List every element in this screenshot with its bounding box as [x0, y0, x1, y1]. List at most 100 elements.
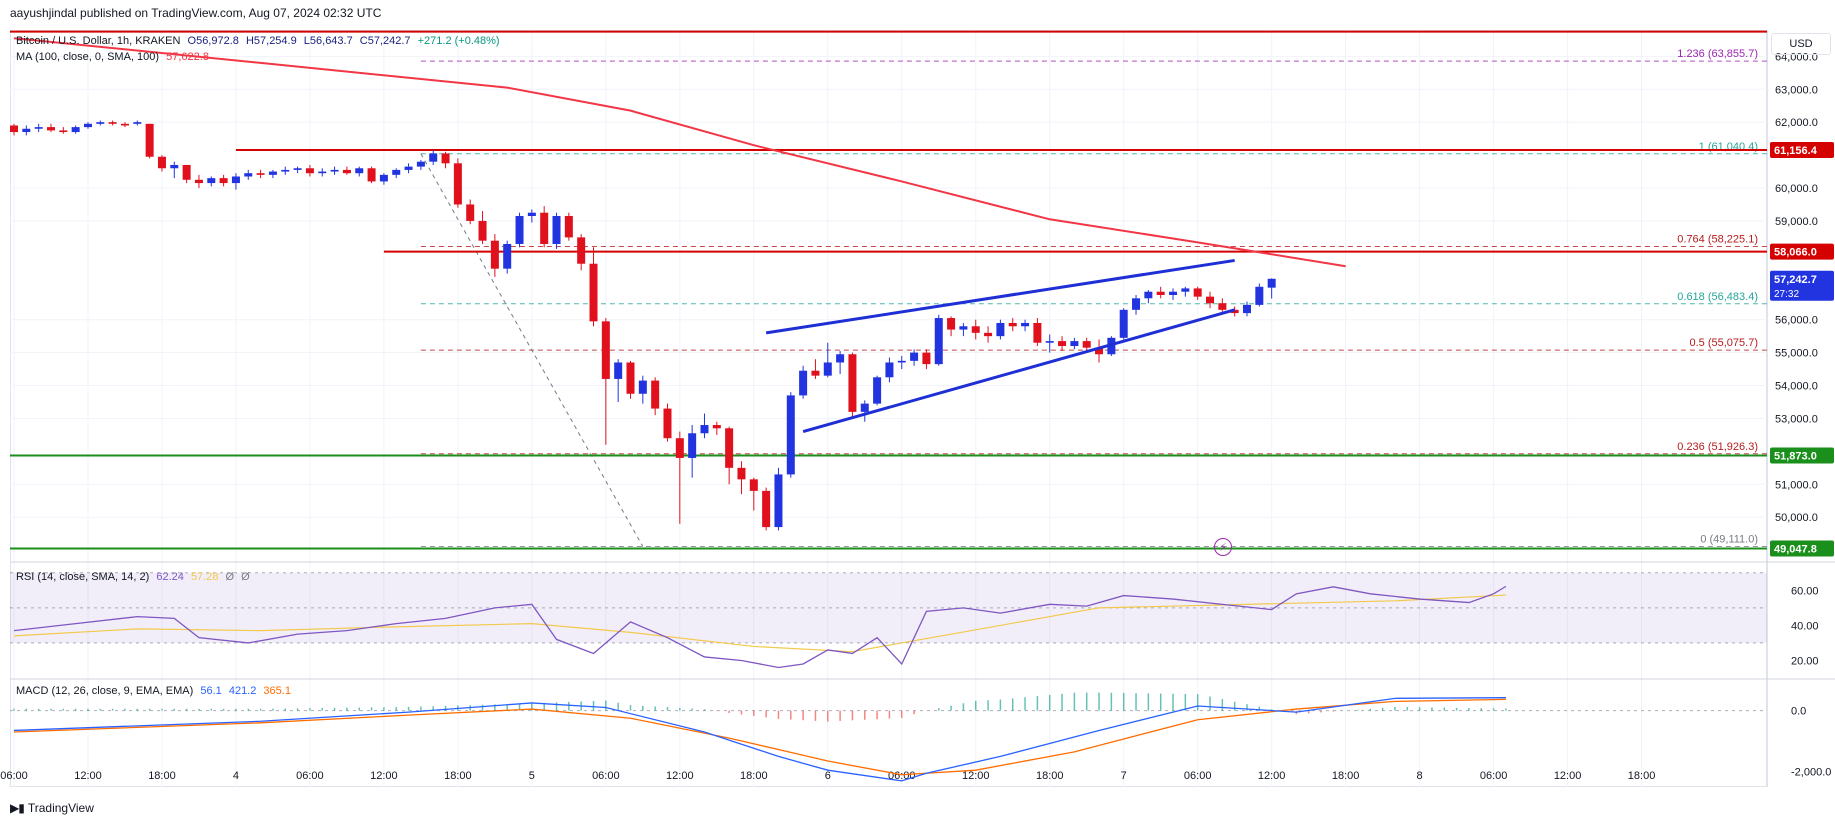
- x-tick-label: 18:00: [444, 770, 472, 782]
- price-axis[interactable]: [1767, 30, 1835, 787]
- candle-body: [836, 354, 845, 363]
- high-value: H57,254.9: [245, 35, 297, 47]
- fib-level-0.5-label: 0.5 (55,075.7): [1690, 337, 1759, 349]
- candle-body: [453, 163, 462, 205]
- flash-icon[interactable]: ⚡: [1214, 538, 1232, 556]
- candle-body: [897, 360, 906, 363]
- fib-level-0.618-label: 0.618 (56,483.4): [1677, 291, 1758, 303]
- candle-body: [96, 122, 105, 124]
- x-tick-label: 18:00: [1036, 770, 1064, 782]
- price-tag-label: 49,047.8: [1774, 544, 1817, 556]
- candle-body: [379, 174, 388, 182]
- price-tag-label: 58,066.0: [1774, 247, 1817, 259]
- currency-button[interactable]: USD: [1771, 33, 1831, 55]
- candle-body: [934, 318, 943, 365]
- candle-body: [1033, 322, 1042, 343]
- candle-body: [145, 123, 154, 157]
- rsi-ma-line: [13, 594, 1506, 653]
- candle-body: [404, 166, 413, 170]
- x-tick-label: 6: [825, 770, 831, 782]
- low-value: L56,643.7: [303, 35, 353, 47]
- plot-frame: [10, 30, 1767, 787]
- candle-body: [466, 204, 475, 221]
- candle-body: [860, 403, 869, 412]
- candle-body: [441, 153, 450, 164]
- ma-label: MA (100, close, 0, SMA, 100): [16, 51, 160, 63]
- macd-label: MACD (12, 26, close, 9, EMA, EMA): [16, 685, 194, 697]
- candle-body: [984, 332, 993, 337]
- candle-body: [120, 123, 129, 126]
- candle-body: [1193, 288, 1202, 297]
- candle-body: [268, 171, 277, 175]
- rsi-zero-1: Ø: [225, 571, 235, 583]
- x-tick-label: 18:00: [1628, 770, 1656, 782]
- x-tick-label: 5: [529, 770, 535, 782]
- candle-body: [256, 173, 265, 175]
- y-tick-label: 50,000.0: [1775, 512, 1818, 524]
- candle-body: [231, 176, 240, 184]
- candle-body: [749, 479, 758, 491]
- candle-body: [293, 168, 302, 170]
- macd-legend: MACD (12, 26, close, 9, EMA, EMA) 56.1 4…: [16, 685, 295, 697]
- candle-body: [1267, 278, 1276, 288]
- candle-body: [1070, 341, 1079, 347]
- rsi-ma-value: 57.28: [190, 571, 219, 583]
- candle-body: [1082, 341, 1091, 348]
- price-tag: [1770, 141, 1834, 158]
- countdown-label: 27:32: [1774, 289, 1799, 300]
- x-tick-label: 12:00: [962, 770, 990, 782]
- candle-body: [318, 171, 327, 174]
- candle-body: [83, 123, 92, 128]
- candle-body: [367, 168, 376, 182]
- candle-body: [1021, 322, 1030, 327]
- candle-body: [651, 380, 660, 409]
- brand-name: TradingView: [27, 801, 94, 815]
- fib-level-1-label: 1 (61,040.4): [1699, 141, 1758, 153]
- brand-footer: ▶▮ TradingView: [10, 801, 94, 815]
- candle-body: [46, 127, 55, 131]
- candle-body: [712, 425, 721, 429]
- macd-hist-value: 56.1: [200, 685, 222, 697]
- candle-body: [552, 215, 561, 244]
- open-value: O56,972.8: [187, 35, 239, 47]
- candle-body: [540, 212, 549, 244]
- x-tick-label: 12:00: [74, 770, 102, 782]
- rsi-tick-label: 20.00: [1791, 655, 1819, 667]
- macd-line-value: 421.2: [228, 685, 257, 697]
- close-value: C57,242.7: [359, 35, 411, 47]
- candle-body: [799, 370, 808, 396]
- candle-body: [638, 380, 647, 394]
- x-tick-label: 12:00: [1554, 770, 1582, 782]
- price-tag-label: 51,873.0: [1774, 451, 1817, 463]
- candle-body: [170, 164, 179, 169]
- y-tick-label: 55,000.0: [1775, 348, 1818, 360]
- x-tick-label: 18:00: [1332, 770, 1360, 782]
- rsi-tick-label: 60.00: [1791, 585, 1819, 597]
- x-tick-label: 4: [233, 770, 239, 782]
- y-tick-label: 56,000.0: [1775, 315, 1818, 327]
- y-tick-label: 51,000.0: [1775, 479, 1818, 491]
- price-tag: [1770, 270, 1834, 301]
- price-tag-label: 61,156.4: [1774, 145, 1818, 157]
- candle-body: [194, 179, 203, 184]
- ma-value: 57,622.8: [166, 51, 209, 63]
- candle-body: [1230, 309, 1239, 314]
- fib-diagonal-line: [420, 153, 644, 547]
- rsi-line: [13, 585, 1507, 669]
- candle-body: [811, 370, 820, 376]
- candle-body: [503, 243, 512, 269]
- candle-body: [478, 220, 487, 241]
- candle-body: [1206, 296, 1215, 304]
- candle-body: [108, 122, 117, 124]
- fib-level-0.236-label: 0.236 (51,926.3): [1677, 441, 1758, 453]
- y-tick-label: 59,000.0: [1775, 216, 1818, 228]
- candle-body: [244, 173, 253, 177]
- candle-body: [786, 395, 795, 475]
- candle-body: [34, 127, 43, 129]
- candle-body: [1181, 288, 1190, 292]
- candle-body: [1144, 291, 1153, 299]
- candle-body: [873, 377, 882, 404]
- candle-body: [219, 178, 228, 184]
- channel-trendline-1: [765, 258, 1235, 335]
